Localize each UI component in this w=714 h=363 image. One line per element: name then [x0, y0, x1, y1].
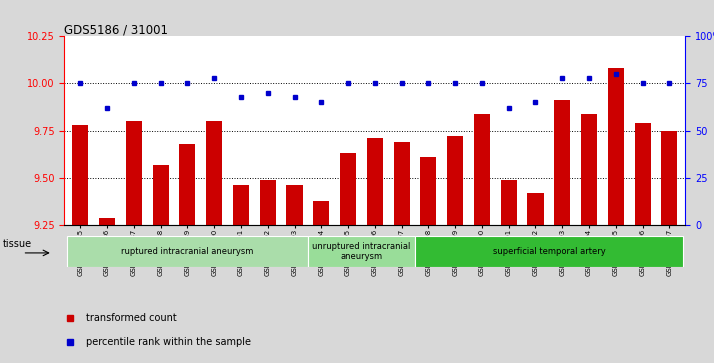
Text: percentile rank within the sample: percentile rank within the sample: [86, 337, 251, 347]
Text: tissue: tissue: [3, 238, 32, 249]
Bar: [554, 101, 570, 225]
Bar: [313, 200, 329, 225]
Bar: [67, 236, 308, 267]
Text: unruptured intracranial
aneurysm: unruptured intracranial aneurysm: [312, 242, 411, 261]
Bar: [99, 217, 115, 225]
Bar: [581, 114, 597, 225]
Bar: [393, 142, 410, 225]
Bar: [367, 138, 383, 225]
Bar: [308, 236, 415, 267]
Bar: [501, 180, 517, 225]
Bar: [153, 165, 169, 225]
Text: ruptured intracranial aneurysm: ruptured intracranial aneurysm: [121, 247, 253, 256]
Bar: [126, 121, 142, 225]
Bar: [447, 136, 463, 225]
Bar: [72, 125, 89, 225]
Bar: [286, 185, 303, 225]
Text: superficial temporal artery: superficial temporal artery: [493, 247, 605, 256]
Bar: [206, 121, 222, 225]
Text: transformed count: transformed count: [86, 313, 177, 323]
Bar: [608, 68, 624, 225]
Bar: [661, 131, 678, 225]
Bar: [260, 180, 276, 225]
Bar: [635, 123, 650, 225]
Bar: [179, 144, 196, 225]
Text: GDS5186 / 31001: GDS5186 / 31001: [64, 23, 169, 36]
Bar: [340, 153, 356, 225]
Bar: [474, 114, 490, 225]
Bar: [421, 157, 436, 225]
Bar: [233, 185, 249, 225]
Bar: [528, 193, 543, 225]
Bar: [415, 236, 683, 267]
